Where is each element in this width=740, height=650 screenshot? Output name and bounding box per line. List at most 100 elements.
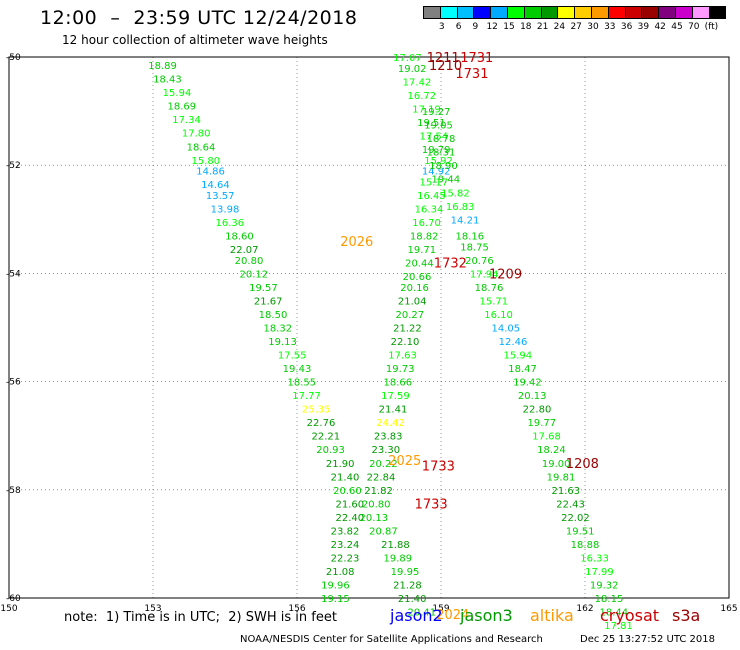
swh-value: 19.51 <box>417 118 446 129</box>
swh-value: 19.05 <box>424 121 453 132</box>
pass-time-label: 2026 <box>340 235 373 250</box>
pass-time-label: 1731 <box>455 67 488 82</box>
swh-value: 17.68 <box>532 432 561 443</box>
swh-value: 20.60 <box>333 486 362 497</box>
swh-value: 14.86 <box>196 167 225 178</box>
swh-value: 14.64 <box>201 180 230 191</box>
swh-value: 19.77 <box>527 418 556 429</box>
swh-value: 20.13 <box>359 513 388 524</box>
plot-frame <box>8 56 730 599</box>
swh-value: 23.24 <box>331 540 360 551</box>
legend-cryosat: cryosat <box>600 606 660 625</box>
swh-value: 16.83 <box>446 202 475 213</box>
swh-value: 18.78 <box>427 134 456 145</box>
swh-value: 16.36 <box>215 218 244 229</box>
swh-value: 20.41 <box>407 608 436 619</box>
color-scale-label: 12 <box>486 22 498 32</box>
swh-value: 22.43 <box>556 499 585 510</box>
swh-value: 15.94 <box>163 88 192 99</box>
legend-altika: altika <box>530 606 574 625</box>
chart-title: 12:00 – 23:59 UTC 12/24/2018 <box>40 7 358 29</box>
swh-value: 18.75 <box>460 242 489 253</box>
swh-value: 18.89 <box>148 61 177 72</box>
swh-value: 19.00 <box>542 459 571 470</box>
swh-value: 17.19 <box>412 104 441 115</box>
swh-value: 17.34 <box>172 115 201 126</box>
swh-value: 19.27 <box>422 107 451 118</box>
lat-tick-label: -50 <box>6 53 21 63</box>
swh-value: 18.24 <box>537 445 566 456</box>
swh-value: 22.84 <box>367 472 396 483</box>
pass-time-label: 1211 <box>427 51 460 66</box>
swh-value: 14.92 <box>422 167 451 178</box>
plot-border <box>8 56 730 599</box>
swh-value: 18.88 <box>571 540 600 551</box>
swh-value: 20.16 <box>400 283 429 294</box>
lon-tick-label: 153 <box>144 604 161 614</box>
chart-subtitle: 12 hour collection of altimeter wave hei… <box>62 33 328 47</box>
swh-value: 19.96 <box>321 580 350 591</box>
swh-value: 16.70 <box>412 218 441 229</box>
timestamp: Dec 25 13:27:52 UTC 2018 <box>580 634 715 645</box>
swh-value: 24.42 <box>376 418 405 429</box>
swh-value: 16.33 <box>580 553 609 564</box>
pass-time-label: 2024 <box>436 608 469 623</box>
swh-value: 17.63 <box>388 351 417 362</box>
swh-value: 21.22 <box>393 324 422 335</box>
swh-value: 20.66 <box>403 272 432 283</box>
swh-value: 18.82 <box>410 232 439 243</box>
color-scale-label: 42 <box>654 22 666 32</box>
swh-value: 18.43 <box>153 75 182 86</box>
lat-tick-label: -58 <box>6 486 21 496</box>
swh-value: 17.42 <box>403 77 432 88</box>
swh-value: 19.43 <box>283 364 312 375</box>
swh-value: 21.63 <box>551 486 580 497</box>
color-scale-label: 18 <box>520 22 532 32</box>
lon-tick-label: 159 <box>432 604 449 614</box>
swh-value: 19.32 <box>590 580 619 591</box>
lat-tick-label: -56 <box>6 378 21 388</box>
swh-value: 18.76 <box>475 283 504 294</box>
swh-value: 16.45 <box>417 191 446 202</box>
swh-value: 18.47 <box>508 364 537 375</box>
color-scale-label: 3 <box>438 22 445 32</box>
swh-value: 21.88 <box>381 540 410 551</box>
swh-value: 21.90 <box>326 459 355 470</box>
swh-value: 16.72 <box>407 91 436 102</box>
pass-time-label: 1732 <box>434 257 467 272</box>
legend-s3a: s3a <box>672 606 701 625</box>
swh-value: 21.04 <box>398 296 427 307</box>
swh-value: 18.16 <box>455 232 484 243</box>
swh-value: 21.40 <box>398 594 427 605</box>
swh-value: 19.89 <box>383 553 412 564</box>
color-scale-label: 21 <box>536 22 549 32</box>
swh-value: 19.81 <box>547 472 576 483</box>
lat-tick-label: -60 <box>6 594 21 604</box>
swh-value: 19.79 <box>422 145 451 156</box>
swh-value: 21.82 <box>364 486 393 497</box>
swh-value: 15.92 <box>424 156 453 167</box>
color-scale-label: 9 <box>472 22 479 32</box>
swh-value: 23.82 <box>331 526 360 537</box>
swh-value: 19.95 <box>391 567 420 578</box>
swh-value: 23.83 <box>374 432 403 443</box>
swh-value: 21.41 <box>379 405 408 416</box>
color-scale-label: 70 <box>688 22 700 32</box>
color-scale-swatch <box>708 6 727 19</box>
swh-value: 18.60 <box>225 232 254 243</box>
pass-time-label: 1733 <box>415 497 448 512</box>
swh-value: 18.50 <box>259 310 288 321</box>
credit-line: NOAA/NESDIS Center for Satellite Applica… <box>240 634 543 645</box>
swh-value: 22.07 <box>230 245 259 256</box>
swh-value: 18.69 <box>167 102 196 113</box>
swh-value: 15.80 <box>191 156 220 167</box>
swh-value: 22.40 <box>335 513 364 524</box>
lon-tick-label: 165 <box>720 604 737 614</box>
color-scale-label: 30 <box>587 22 599 32</box>
color-scale-label: 15 <box>503 22 515 32</box>
swh-value: 18.32 <box>263 324 292 335</box>
swh-value: 15.94 <box>503 351 532 362</box>
swh-value: 20.93 <box>316 445 345 456</box>
swh-value: 17.55 <box>278 351 307 362</box>
